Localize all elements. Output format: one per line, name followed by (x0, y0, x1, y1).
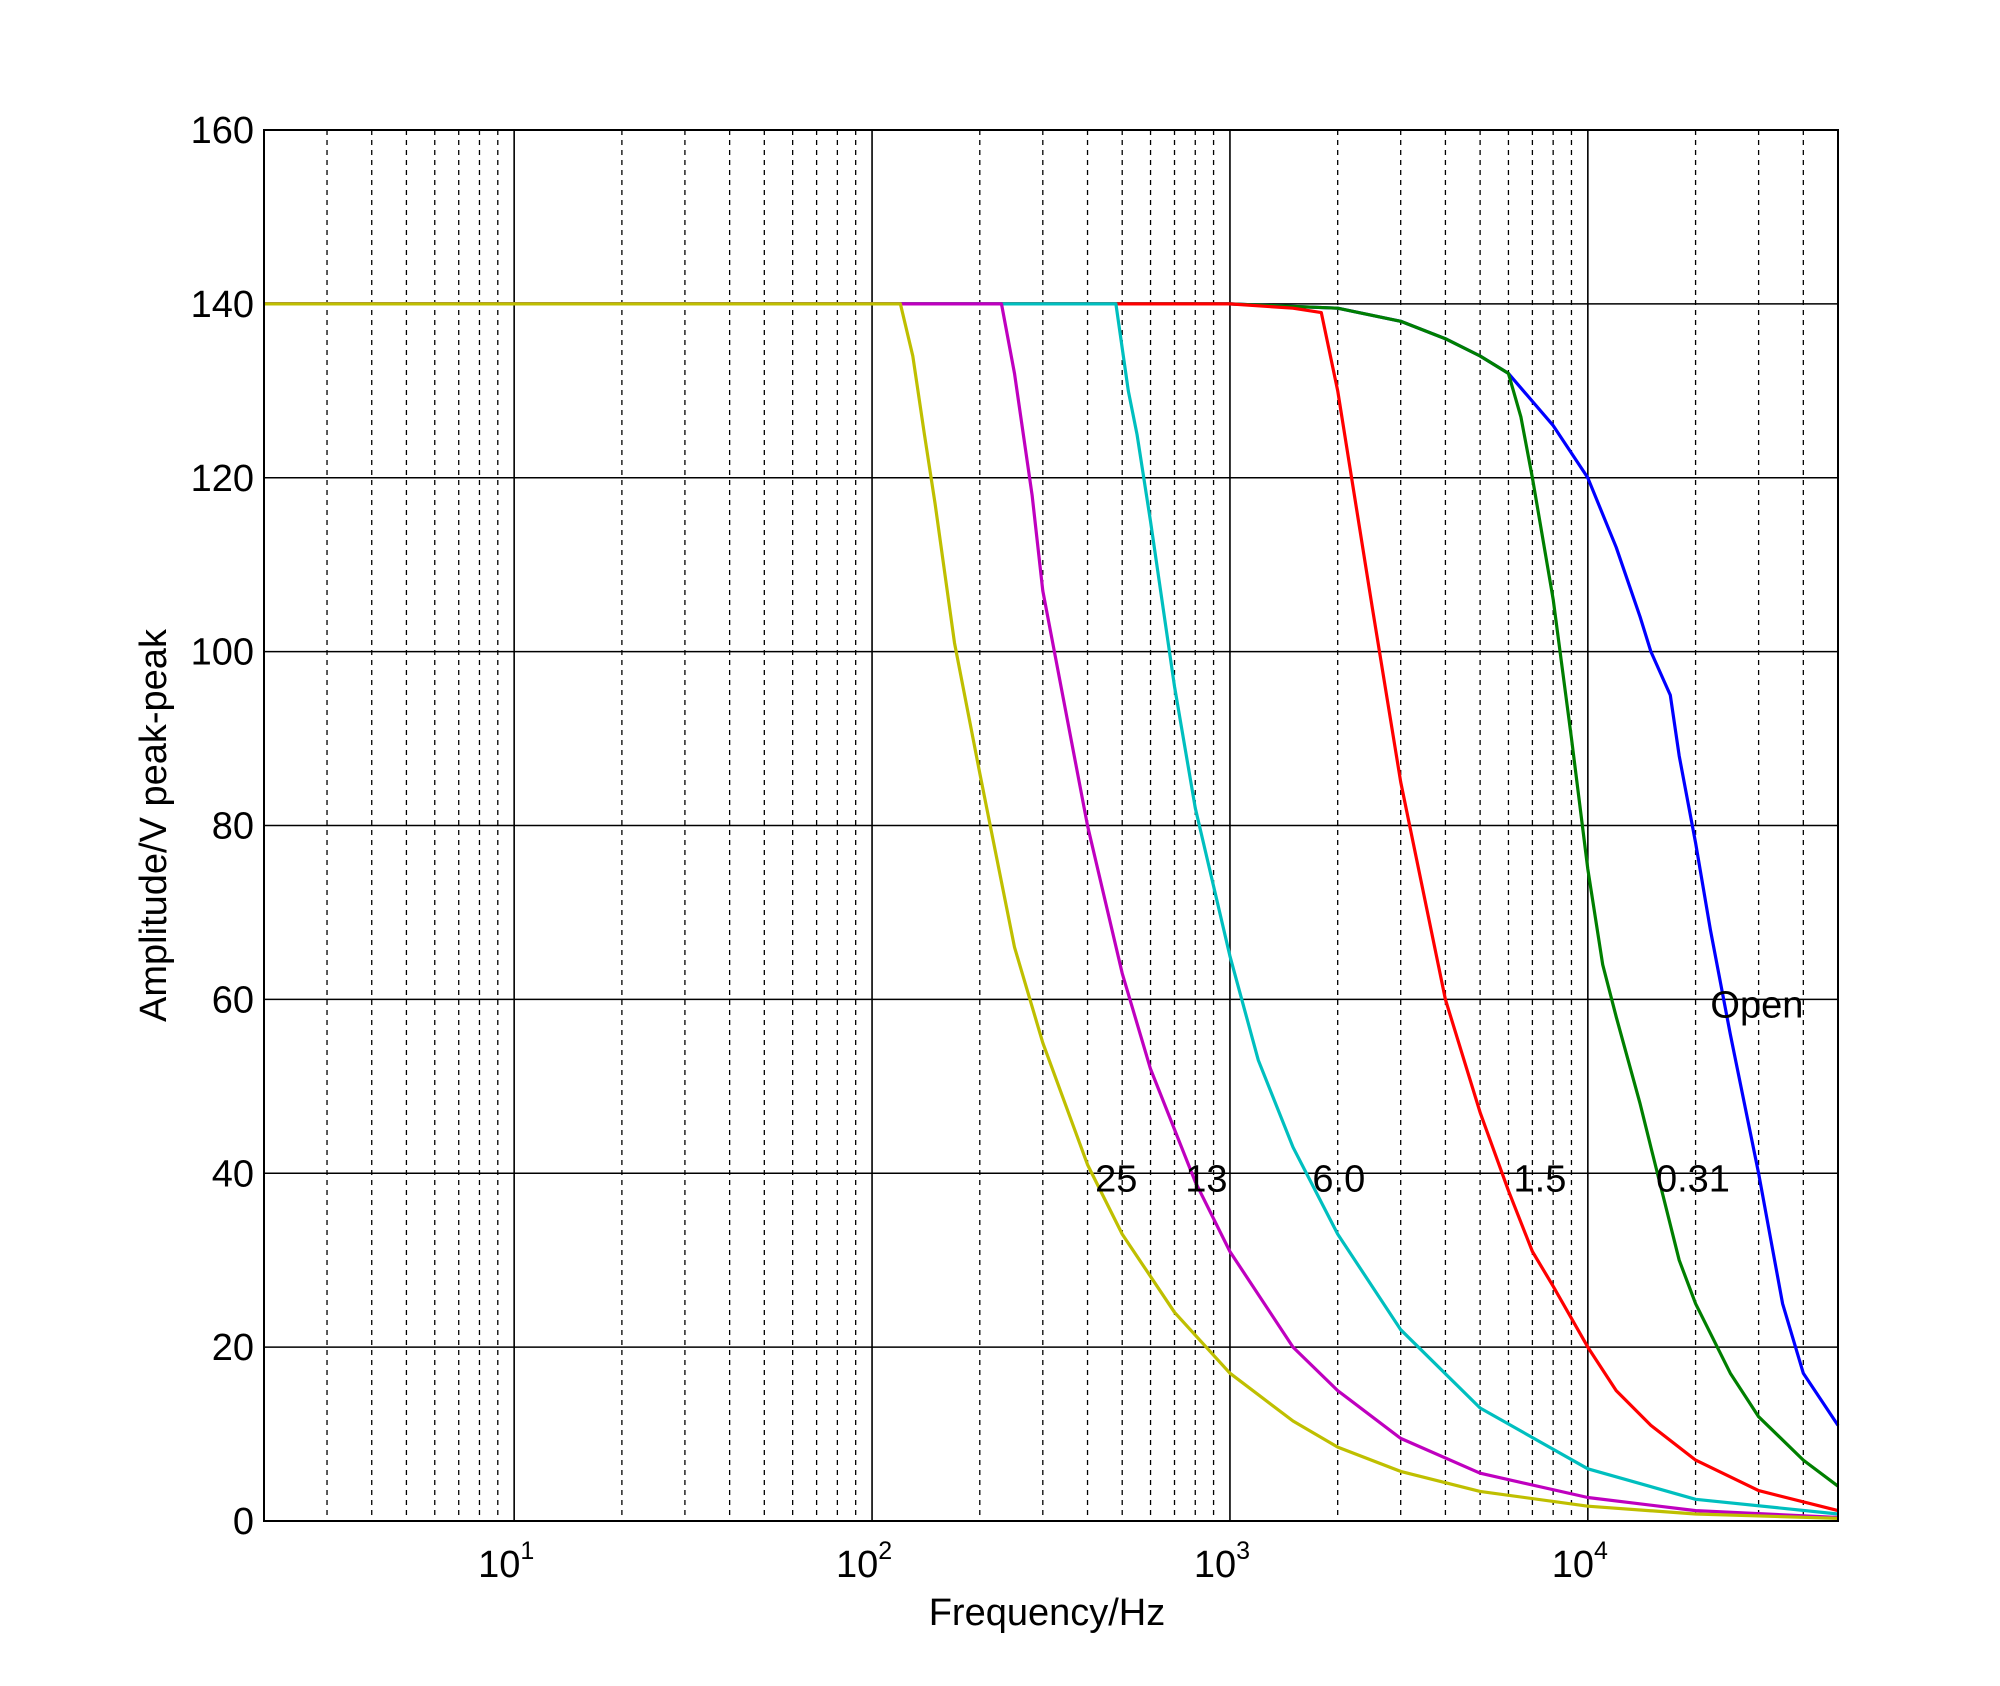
curve-label: 0.31 (1656, 1158, 1730, 1200)
y-tick-label: 80 (212, 806, 254, 848)
x-tick-label: 102 (836, 1537, 892, 1586)
x-tick-label: 103 (1194, 1537, 1250, 1586)
x-axis-label: Frequency/Hz (929, 1592, 1166, 1634)
y-tick-label: 40 (212, 1153, 254, 1195)
y-tick-label: 160 (191, 110, 254, 152)
curve-label: 25 (1095, 1158, 1137, 1200)
series-line-1-5 (264, 302, 1839, 1513)
y-tick-label: 120 (191, 458, 254, 500)
curves (264, 302, 1840, 1520)
series-line-6-0 (264, 302, 1839, 1516)
y-tick-label: 60 (212, 979, 254, 1021)
series-line-13 (264, 302, 1839, 1520)
curve-label: 1.5 (1514, 1158, 1567, 1200)
x-tick-label: 104 (1552, 1537, 1608, 1586)
curve-label: 13 (1185, 1158, 1227, 1200)
x-tick-labels: 101 102 103 104 (478, 1537, 1608, 1586)
y-axis-label: Amplitude/V peak-peak (133, 628, 175, 1022)
y-tick-label: 140 (191, 284, 254, 326)
y-tick-labels: 0 20 40 60 80 100 120 140 160 (191, 110, 254, 1543)
curve-labels: Open 0.31 1.5 6.0 13 25 (1095, 984, 1803, 1200)
y-tick-label: 20 (212, 1327, 254, 1369)
curve-label: Open (1710, 984, 1803, 1026)
x-tick-label: 101 (478, 1537, 534, 1586)
y-tick-label: 100 (191, 632, 254, 674)
series-line-25 (264, 302, 1839, 1520)
series-line-0-31 (264, 302, 1839, 1488)
y-tick-label: 0 (233, 1501, 254, 1543)
curve-label: 6.0 (1312, 1158, 1365, 1200)
plot-frame (263, 129, 1839, 1522)
